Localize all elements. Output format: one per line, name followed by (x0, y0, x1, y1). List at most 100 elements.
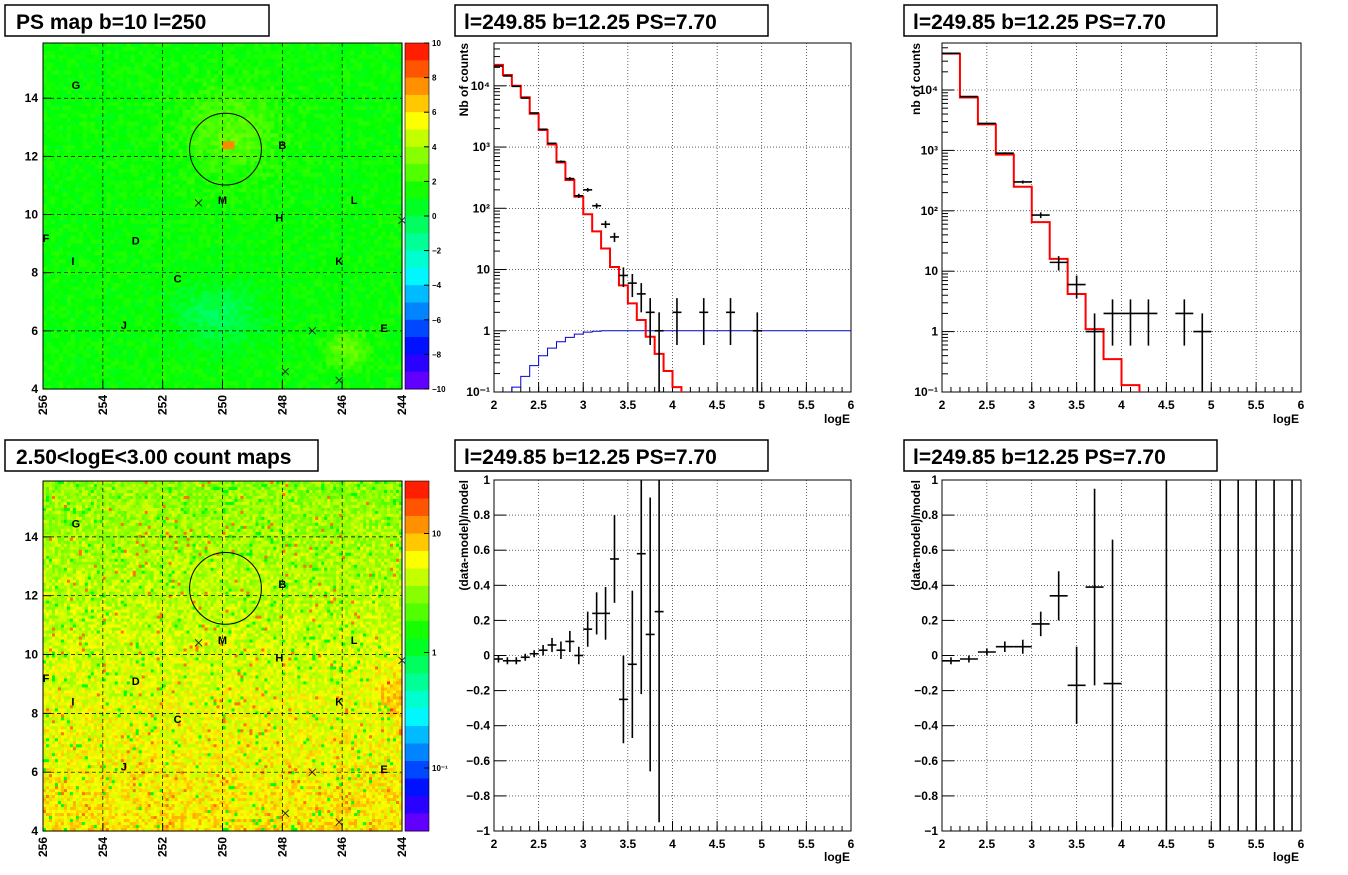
heatmap-cell (43, 185, 48, 190)
heatmap-cell (223, 161, 228, 166)
heatmap-cell (223, 377, 228, 382)
heatmap-cell (215, 106, 220, 111)
heatmap-cell (262, 169, 267, 174)
heatmap-cell (83, 216, 88, 221)
heatmap-cell (246, 161, 251, 166)
heatmap-cell (250, 74, 255, 79)
heatmap-cell (195, 59, 200, 64)
heatmap-cell (143, 216, 148, 221)
heatmap-cell (238, 145, 243, 150)
heatmap-cell (151, 244, 156, 249)
heatmap-cell (167, 232, 172, 237)
heatmap-cell (83, 47, 88, 52)
heatmap-cell (266, 263, 271, 268)
heatmap-cell (203, 208, 208, 213)
heatmap-cell (254, 303, 259, 308)
heatmap-cell (226, 240, 231, 245)
heatmap-cell (147, 102, 152, 107)
heatmap-cell (139, 267, 144, 272)
heatmap-cell (254, 98, 259, 103)
heatmap-cell (123, 137, 128, 142)
heatmap-cell (151, 133, 156, 138)
heatmap-cell (131, 338, 136, 343)
heatmap-cell (234, 287, 239, 292)
heatmap-cell (131, 133, 136, 138)
heatmap-cell (139, 295, 144, 300)
heatmap-cell (43, 192, 48, 197)
heatmap-cell (87, 55, 92, 60)
heatmap-cell (155, 377, 160, 382)
heatmap-cell (123, 98, 128, 103)
heatmap-cell (143, 114, 148, 119)
heatmap-cell (211, 98, 216, 103)
heatmap-cell (115, 177, 120, 182)
heatmap-cell (254, 299, 259, 304)
heatmap-cell (230, 358, 235, 363)
heatmap-cell (230, 157, 235, 162)
heatmap-cell (119, 232, 124, 237)
heatmap-cell (234, 251, 239, 256)
heatmap-cell (67, 153, 72, 158)
heatmap-cell (87, 381, 92, 386)
heatmap-cell (171, 173, 176, 178)
heatmap-cell (123, 314, 128, 319)
heatmap-cell (179, 153, 184, 158)
heatmap-cell (55, 126, 60, 131)
heatmap-cell (111, 232, 116, 237)
heatmap-cell (47, 287, 52, 292)
heatmap-cell (91, 126, 96, 131)
heatmap-cell (215, 173, 220, 178)
heatmap-cell (203, 71, 208, 76)
heatmap-cell (143, 381, 148, 386)
heatmap-cell (183, 314, 188, 319)
heatmap-cell (258, 204, 263, 209)
heatmap-cell (79, 220, 84, 225)
heatmap-cell (111, 295, 116, 300)
heatmap-cell (230, 59, 235, 64)
heatmap-cell (147, 208, 152, 213)
heatmap-cell (175, 208, 180, 213)
heatmap-cell (115, 361, 120, 366)
heatmap-cell (51, 177, 56, 182)
heatmap-cell (175, 153, 180, 158)
heatmap-cell (115, 358, 120, 363)
heatmap-cell (115, 255, 120, 260)
heatmap-cell (175, 145, 180, 150)
heatmap-cell (167, 255, 172, 260)
heatmap-cell (250, 208, 255, 213)
heatmap-cell (171, 188, 176, 193)
heatmap-cell (131, 361, 136, 366)
heatmap-cell (47, 78, 52, 83)
heatmap-cell (59, 169, 64, 174)
heatmap-cell (262, 334, 267, 339)
heatmap-cell (226, 165, 231, 170)
heatmap-cell (207, 299, 212, 304)
heatmap-cell (75, 247, 80, 252)
heatmap-cell (187, 145, 192, 150)
heatmap-cell (131, 153, 136, 158)
heatmap-cell (115, 228, 120, 233)
heatmap-cell (55, 244, 60, 249)
heatmap-cell (55, 350, 60, 355)
heatmap-cell (51, 322, 56, 327)
heatmap-cell (75, 98, 80, 103)
heatmap-cell (250, 188, 255, 193)
heatmap-cell (119, 279, 124, 284)
heatmap-cell (187, 303, 192, 308)
heatmap-cell (59, 220, 64, 225)
heatmap-cell (139, 126, 144, 131)
heatmap-cell (242, 98, 247, 103)
heatmap-cell (63, 279, 68, 284)
heatmap-cell (127, 177, 132, 182)
heatmap-cell (187, 133, 192, 138)
heatmap-cell (254, 255, 259, 260)
heatmap-cell (234, 216, 239, 221)
heatmap-cell (167, 334, 172, 339)
heatmap-cell (115, 114, 120, 119)
heatmap-cell (59, 267, 64, 272)
heatmap-cell (230, 220, 235, 225)
heatmap-cell (234, 326, 239, 331)
heatmap-cell (266, 259, 271, 264)
heatmap-cell (95, 208, 100, 213)
heatmap-cell (47, 306, 52, 311)
